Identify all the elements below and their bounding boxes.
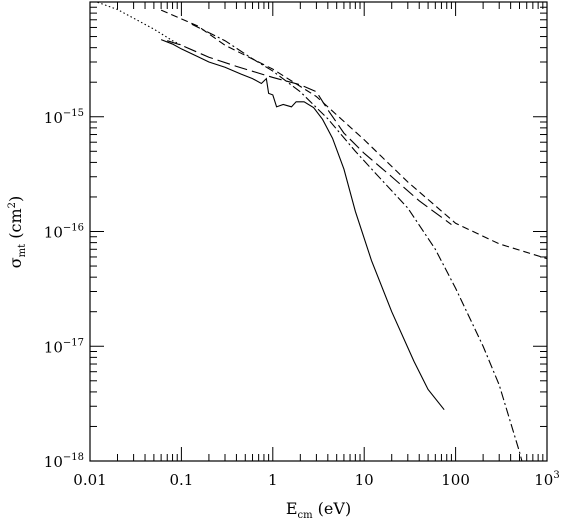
x-tick-label: 0.01: [73, 471, 106, 489]
x-tick-label: 10: [355, 471, 374, 489]
ticks-layer: [89, 2, 548, 462]
series-short-dash-line: [160, 9, 547, 260]
y-tick-label: 10−15: [44, 108, 84, 127]
series-layer: [95, 2, 547, 461]
y-tick-label: 10−18: [44, 452, 84, 471]
y-tick-label: 10−16: [44, 223, 84, 242]
y-axis-label: σmt (cm2): [6, 196, 28, 269]
y-tick-label: 10−17: [44, 337, 84, 356]
series-long-dash-line: [167, 40, 452, 225]
x-tick-label: 1: [268, 471, 278, 489]
series-dash-dot-line: [191, 23, 523, 461]
x-tick-label: 100: [441, 471, 470, 489]
x-tick-label: 103: [534, 470, 559, 489]
series-solid-line: [160, 39, 445, 411]
x-axis-label: Ecm (eV): [286, 499, 351, 521]
plot-frame: [89, 1, 548, 462]
labels-layer: 0.01 0.1 1 10 100 103 10−18 10−17 10−16 10−15 Ecm …: [6, 108, 560, 521]
x-tick-label: 0.1: [169, 471, 193, 489]
